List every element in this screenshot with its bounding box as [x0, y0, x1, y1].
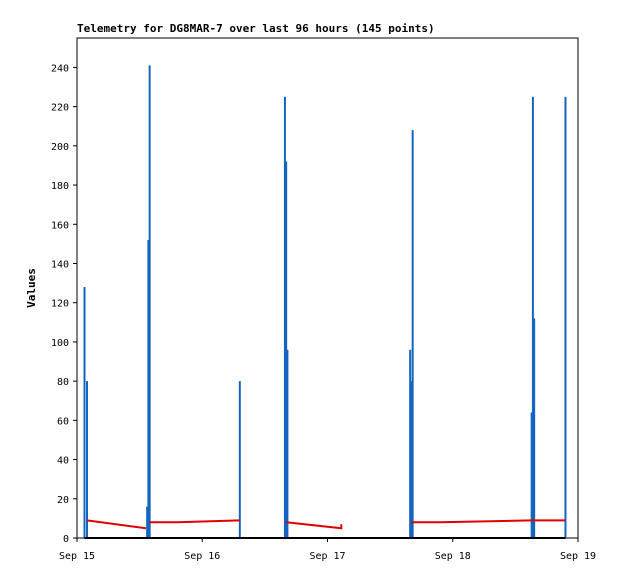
series-line: [411, 519, 566, 524]
y-tick-label: 60: [57, 416, 69, 427]
y-tick-label: 180: [51, 181, 69, 192]
bar: [564, 96, 567, 538]
bar: [238, 381, 241, 538]
x-tick-label: Sep 17: [309, 551, 345, 562]
y-tick-label: 220: [51, 103, 69, 114]
bar: [148, 65, 151, 538]
bar: [530, 412, 533, 538]
y-axis-label: Values: [25, 268, 38, 308]
bar: [283, 96, 286, 538]
bar: [411, 130, 414, 538]
bar: [83, 287, 86, 538]
bar: [147, 239, 150, 538]
plot-frame: [76, 37, 579, 539]
bar: [409, 349, 412, 538]
y-tick-label: 0: [63, 534, 69, 545]
bar: [285, 161, 288, 538]
y-tick-label: 200: [51, 142, 69, 153]
series-line: [86, 519, 147, 530]
y-axis: 0 20 40 60 80 100 120 140 160 180 200 220 240: [51, 63, 77, 545]
y-tick-label: 160: [51, 220, 69, 231]
x-tick-label: Sep 16: [184, 551, 220, 562]
y-tick-label: 240: [51, 63, 69, 74]
y-tick-label: 80: [57, 377, 69, 388]
x-tick-label: Sep 15: [59, 551, 95, 562]
y-tick-label: 100: [51, 338, 69, 349]
bar: [533, 318, 536, 538]
y-tick-label: 20: [57, 495, 69, 506]
x-axis: Sep 15 Sep 16 Sep 17 Sep 18 Sep 19: [59, 538, 596, 562]
x-tick-label: Sep 19: [560, 551, 596, 562]
bar: [410, 381, 413, 538]
bar: [146, 506, 149, 538]
y-tick-label: 40: [57, 456, 69, 467]
bar: [286, 349, 289, 538]
bar: [86, 381, 89, 538]
series-line: [149, 519, 240, 524]
y-tick-label: 140: [51, 259, 69, 270]
x-tick-label: Sep 18: [435, 551, 471, 562]
series-line: [286, 521, 343, 530]
blue-bars: [83, 65, 567, 538]
bar: [531, 96, 534, 538]
chart-title: Telemetry for DG8MAR-7 over last 96 hour…: [77, 22, 435, 35]
line-series: [84, 519, 566, 539]
y-tick-label: 120: [51, 299, 69, 310]
